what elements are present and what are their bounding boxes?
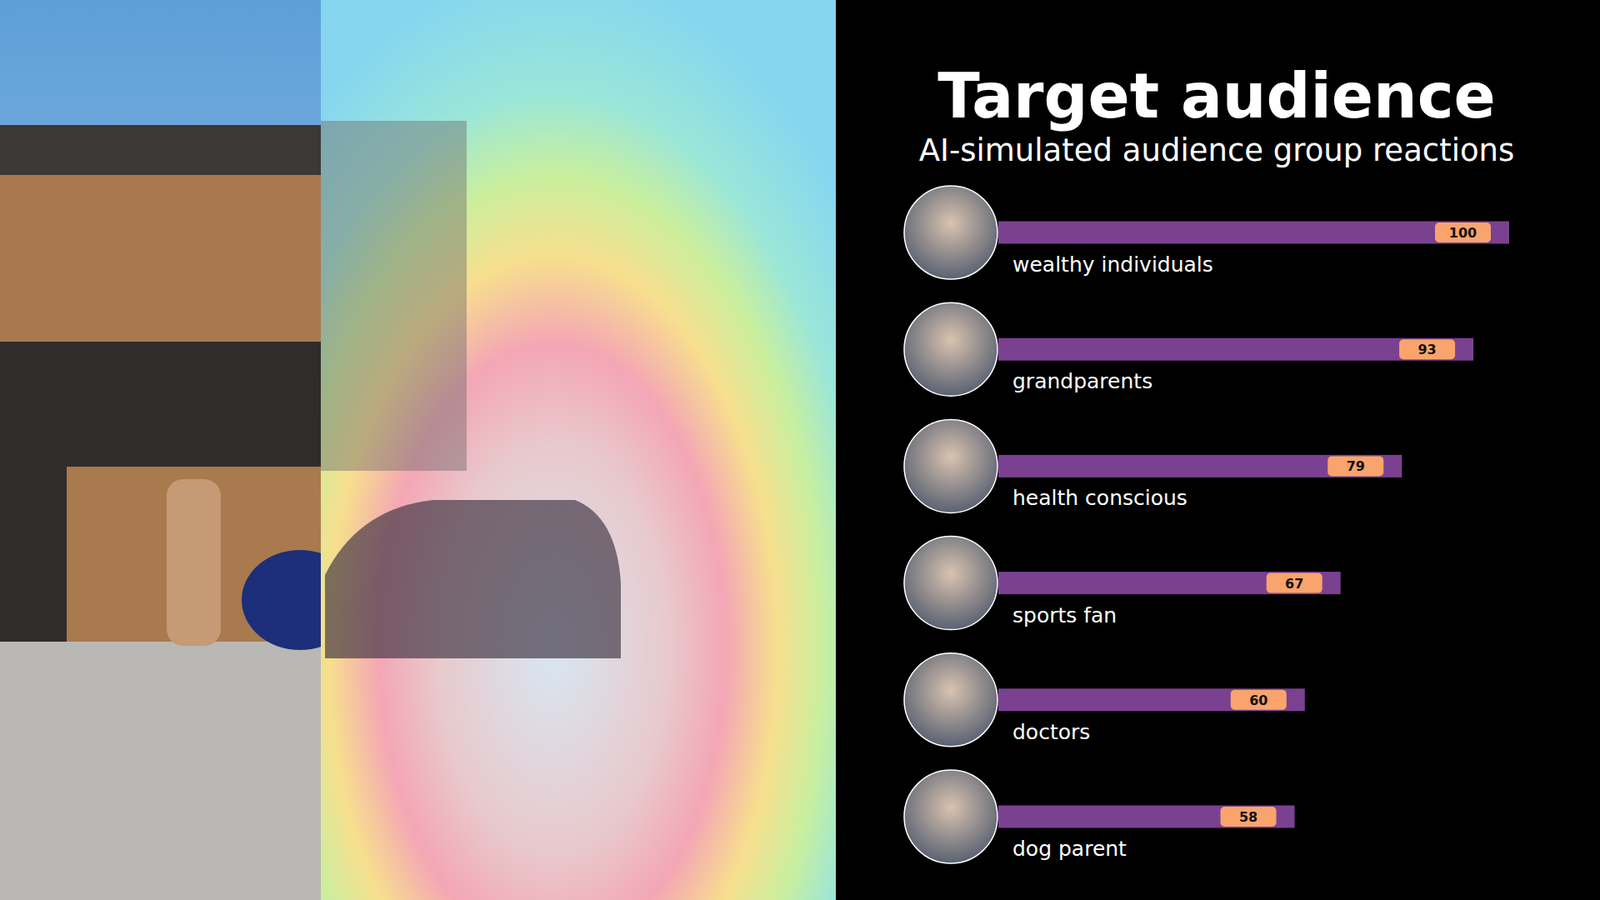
bar <box>998 338 1474 361</box>
subtitle: AI-simulated audience group reactions <box>919 132 1515 169</box>
avatar <box>904 302 998 396</box>
avatar <box>904 536 998 630</box>
heatmap-overlay <box>320 0 836 900</box>
category-label: dog parent <box>1012 836 1127 861</box>
avatars <box>904 185 998 864</box>
avatar <box>904 770 998 864</box>
canvas: Target audienceAI-simulated audience gro… <box>0 0 1600 900</box>
avatar <box>904 185 998 280</box>
car-shadow <box>325 500 621 659</box>
person <box>166 479 221 646</box>
bars <box>998 221 1510 829</box>
category-label: doctors <box>1012 720 1090 745</box>
category-label: health conscious <box>1012 485 1188 510</box>
data-label-badge <box>1327 455 1384 476</box>
roof <box>0 125 321 175</box>
category-label: sports fan <box>1012 603 1117 628</box>
building <box>320 120 467 471</box>
data-label-badge <box>1230 690 1287 710</box>
data-label: 58 <box>1239 809 1258 825</box>
data-label: 93 <box>1417 341 1436 358</box>
bar <box>998 455 1402 478</box>
category-labels: wealthy individuals grandparents health co… <box>1012 252 1214 861</box>
data-label-badge <box>1435 222 1491 243</box>
data-label-badge <box>1220 806 1277 827</box>
sky <box>0 0 836 900</box>
data-label: 67 <box>1285 575 1304 592</box>
data-label: 100 <box>1449 225 1477 241</box>
photo <box>0 0 836 900</box>
pavement <box>0 641 321 900</box>
data-label-badge <box>1266 573 1323 594</box>
avatar <box>904 653 998 747</box>
panel <box>835 0 1600 900</box>
category-label: wealthy individuals <box>1012 252 1214 277</box>
bar <box>998 805 1295 829</box>
category-label: grandparents <box>1012 369 1153 394</box>
data-label: 60 <box>1249 692 1268 709</box>
bar <box>998 571 1341 595</box>
bar <box>998 221 1510 245</box>
wood-wall <box>0 175 321 342</box>
title: Target audience <box>937 60 1496 132</box>
data-label-badge <box>1399 339 1455 360</box>
data-labels: 100 93 79 67 60 58 <box>1220 222 1491 827</box>
bar <box>998 688 1305 711</box>
avatar <box>904 419 998 513</box>
data-label: 79 <box>1346 458 1365 475</box>
